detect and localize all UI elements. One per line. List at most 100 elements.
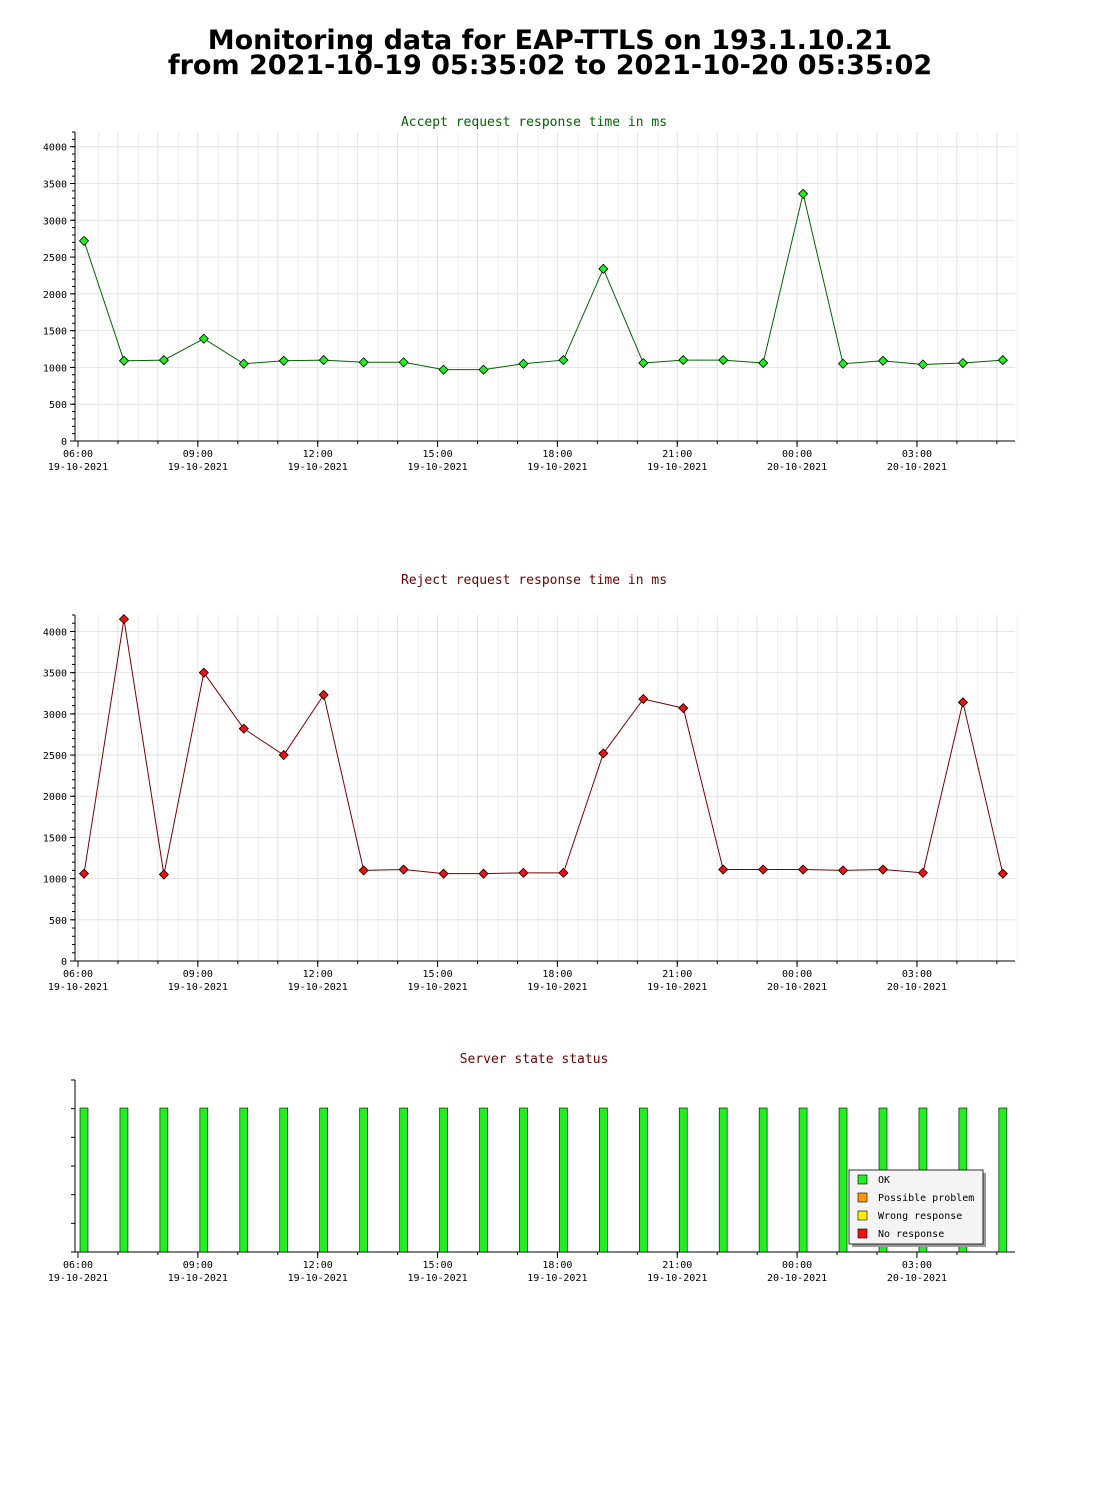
y-tick-label: 3000	[43, 216, 67, 227]
status-bar	[239, 1107, 249, 1253]
y-tick-label: 2500	[43, 253, 67, 264]
status-bar	[758, 1107, 768, 1253]
y-tick-label: 500	[49, 400, 67, 411]
status-bar	[79, 1107, 89, 1253]
x-tick-date-label: 19-10-2021	[527, 1273, 587, 1284]
x-tick-time-label: 12:00	[303, 969, 333, 980]
x-tick-date-label: 19-10-2021	[288, 982, 348, 993]
status-bar	[559, 1107, 568, 1253]
data-point	[318, 355, 329, 366]
data-point	[837, 358, 849, 369]
legend-label: Wrong response	[878, 1211, 962, 1222]
data-point	[598, 263, 609, 274]
y-tick-label: 3500	[43, 669, 67, 680]
status-bar	[279, 1107, 289, 1253]
x-tick-date-label: 19-10-2021	[407, 982, 467, 993]
x-tick-time-label: 18:00	[542, 1260, 572, 1271]
x-tick-date-label: 19-10-2021	[168, 462, 228, 473]
data-point	[718, 355, 729, 366]
x-tick-date-label: 19-10-2021	[407, 1273, 467, 1284]
data-point	[518, 358, 529, 369]
chart-title: Accept request response time in ms	[401, 115, 667, 130]
data-point	[478, 868, 489, 879]
y-tick-label: 3500	[43, 180, 67, 191]
status-bar	[798, 1107, 808, 1253]
data-point	[997, 355, 1008, 366]
data-point	[358, 357, 369, 368]
x-tick-date-label: 20-10-2021	[887, 462, 947, 473]
data-point	[238, 723, 249, 734]
x-tick-time-label: 06:00	[63, 1260, 93, 1271]
data-point	[758, 357, 769, 369]
data-point	[798, 864, 809, 875]
data-point	[758, 864, 769, 875]
x-tick-date-label: 19-10-2021	[288, 462, 348, 473]
x-tick-time-label: 18:00	[542, 969, 572, 980]
data-point	[957, 357, 968, 369]
x-tick-time-label: 00:00	[782, 1260, 812, 1271]
x-tick-date-label: 19-10-2021	[48, 462, 108, 473]
x-tick-time-label: 15:00	[422, 1260, 452, 1271]
page-title-line1: Monitoring data for EAP-TTLS on 193.1.10…	[207, 25, 893, 56]
page-title-line2: from 2021-10-19 05:35:02 to 2021-10-20 0…	[167, 50, 933, 81]
data-point	[398, 864, 409, 875]
data-point	[598, 748, 609, 759]
status-bar	[319, 1107, 328, 1253]
x-tick-time-label: 03:00	[902, 969, 932, 980]
data-point	[198, 333, 209, 344]
x-tick-date-label: 19-10-2021	[647, 982, 707, 993]
data-point	[318, 689, 329, 700]
y-tick-label: 1000	[43, 875, 67, 886]
y-tick-label: 1500	[43, 327, 67, 338]
x-tick-time-label: 09:00	[183, 1260, 213, 1271]
data-point	[678, 703, 689, 714]
data-point	[358, 865, 369, 876]
x-tick-date-label: 19-10-2021	[647, 1273, 707, 1284]
x-tick-time-label: 06:00	[63, 969, 93, 980]
status-bar	[599, 1107, 608, 1253]
x-tick-time-label: 00:00	[782, 969, 812, 980]
data-point	[798, 188, 809, 199]
status-bar	[638, 1107, 648, 1253]
data-point	[558, 867, 569, 878]
data-point	[478, 364, 489, 375]
x-tick-time-label: 03:00	[902, 1260, 932, 1271]
data-point	[158, 869, 169, 880]
data-point	[837, 865, 849, 876]
status-bar	[119, 1107, 129, 1253]
data-point	[158, 355, 169, 366]
legend-box	[848, 1169, 984, 1245]
x-tick-time-label: 21:00	[662, 969, 692, 980]
status-bar	[519, 1107, 528, 1253]
chart-title: Server state status	[460, 1052, 609, 1067]
y-tick-label: 4000	[43, 627, 67, 638]
data-point	[198, 667, 209, 678]
data-point	[917, 359, 929, 370]
x-tick-time-label: 00:00	[782, 449, 812, 460]
data-point	[118, 614, 130, 625]
y-tick-label: 1500	[43, 833, 67, 844]
legend-swatch	[857, 1192, 868, 1203]
data-point	[638, 357, 649, 369]
data-point	[278, 749, 289, 761]
legend-swatch	[857, 1228, 868, 1239]
data-point	[957, 697, 968, 708]
data-point	[438, 868, 449, 879]
y-tick-label: 4000	[43, 143, 67, 154]
y-tick-label: 1000	[43, 363, 67, 374]
y-tick-label: 3000	[43, 710, 67, 721]
legend-label: OK	[878, 1175, 890, 1186]
chart-1: Accept request response time in ms 0 500 10…	[43, 115, 1018, 473]
x-tick-time-label: 09:00	[183, 449, 213, 460]
x-tick-time-label: 03:00	[902, 449, 932, 460]
y-tick-label: 2000	[43, 290, 67, 301]
data-point	[78, 235, 90, 246]
series-line	[83, 619, 1004, 875]
status-bar	[199, 1107, 209, 1253]
x-tick-date-label: 19-10-2021	[48, 982, 108, 993]
data-point	[118, 355, 130, 366]
data-point	[438, 364, 449, 375]
status-bar	[838, 1107, 848, 1253]
data-point	[718, 864, 729, 875]
data-point	[398, 357, 409, 368]
